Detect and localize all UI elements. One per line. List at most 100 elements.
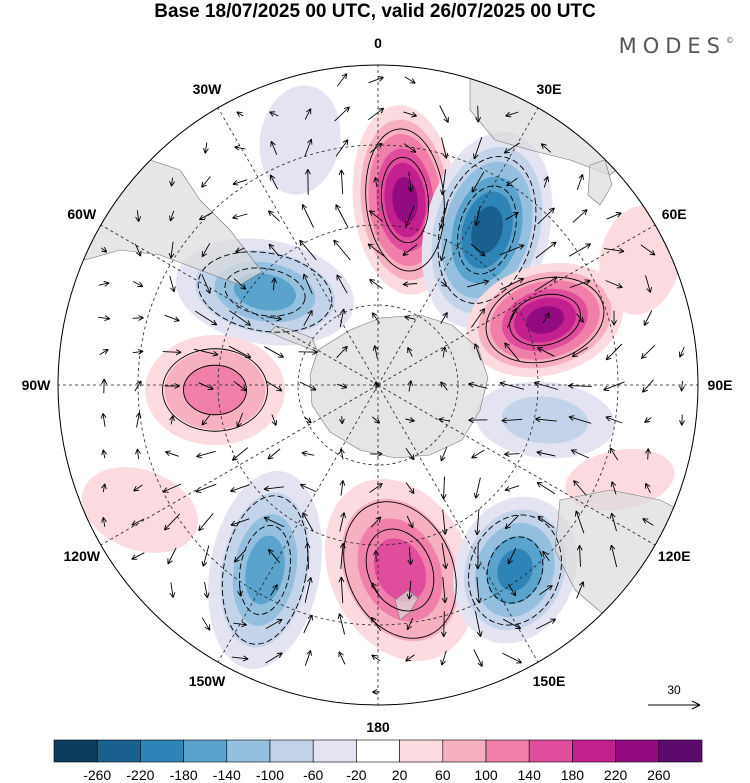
wind-vector-arrow	[406, 618, 414, 631]
wind-vector-arrow	[99, 348, 109, 355]
wind-vector-arrow	[439, 238, 448, 262]
wind-vector-arrow	[135, 210, 142, 222]
wind-vector-arrow	[573, 480, 587, 496]
reference-vector: 30	[648, 683, 701, 710]
wind-vector-arrow	[572, 209, 588, 223]
wind-vector-arrow	[271, 414, 278, 426]
wind-vector-arrow	[576, 173, 584, 190]
wind-vector-arrow	[499, 381, 525, 390]
anomaly-level-shape	[245, 535, 285, 605]
wind-vector-arrow	[265, 652, 283, 664]
colorbar-swatch	[226, 739, 271, 763]
wind-vector-arrow	[101, 449, 107, 459]
wind-vector-arrow	[303, 614, 313, 634]
wind-vector-arrow	[504, 485, 520, 492]
meridian-line	[377, 224, 656, 386]
wind-vector-arrow	[333, 239, 351, 261]
wind-vector-arrow	[231, 447, 248, 461]
wind-vector-arrow	[407, 347, 413, 357]
longitude-label: 30E	[537, 81, 562, 97]
wind-vector-arrow	[474, 542, 481, 570]
colorbar-tick-label: -20	[346, 767, 366, 783]
wind-vector-arrow	[134, 243, 142, 257]
wind-vector-arrow	[470, 243, 486, 257]
longitude-label: 120W	[64, 548, 101, 564]
wind-vector-arrow	[299, 239, 317, 261]
wind-vector-arrow	[440, 611, 447, 638]
wind-vector-arrow	[642, 379, 654, 393]
wind-vector-arrow	[301, 450, 315, 457]
wind-vector-arrow	[645, 275, 652, 293]
longitude-label: 90E	[708, 377, 733, 393]
contour-ring	[197, 251, 333, 333]
wind-vector-arrow	[98, 315, 111, 322]
wind-vector-arrow	[576, 581, 585, 599]
graticule	[58, 65, 698, 705]
map-title: Base 18/07/2025 00 UTC, valid 26/07/2025…	[154, 1, 596, 22]
wind-vector-arrow	[440, 476, 447, 500]
wind-vector-arrow	[503, 142, 521, 154]
longitude-label: 150W	[189, 673, 226, 689]
colorbar-swatch	[442, 739, 487, 763]
wind-vector-arrow	[169, 582, 176, 598]
wind-vector-arrow	[336, 274, 348, 294]
wind-vector-arrow	[533, 381, 558, 390]
wind-vector-arrow	[605, 415, 623, 424]
wind-vector-arrow	[609, 512, 617, 532]
longitude-label: 180	[366, 719, 390, 735]
wind-vector-arrow	[101, 483, 107, 493]
wind-vector-arrow	[371, 312, 380, 324]
wind-vector-arrow	[542, 312, 550, 324]
wind-vector-arrow	[369, 451, 383, 457]
wind-vector-arrow	[373, 381, 379, 391]
wind-vector-arrow	[369, 278, 383, 289]
wind-vector-arrow	[540, 143, 552, 153]
wind-vector-arrow	[236, 412, 244, 428]
wind-vector-arrow	[405, 205, 415, 227]
colorbar-swatch	[183, 739, 228, 763]
wind-vector-arrow	[571, 347, 589, 358]
wind-vector-arrow	[679, 346, 685, 358]
wind-vector-arrow	[441, 509, 448, 535]
contour-line	[221, 495, 309, 645]
contour-lines	[162, 128, 605, 645]
wind-vector-arrow	[499, 244, 525, 256]
wind-vector-arrow	[269, 111, 279, 117]
wind-vector-arrow	[270, 584, 278, 596]
wind-vector-arrow	[403, 143, 417, 153]
wind-vector-arrow	[370, 616, 382, 632]
wind-vector-arrow	[570, 449, 589, 459]
longitude-labels: 0 30E 60E 90E 120E 150E 180 150W 120W 90W 60W 30W	[22, 35, 733, 735]
longitude-label: 120E	[658, 548, 691, 564]
contour-ring	[485, 276, 605, 364]
wind-vector-arrow	[574, 510, 585, 534]
wind-vector-arrow	[569, 243, 592, 257]
wind-vector-arrow	[642, 518, 654, 526]
wind-vector-arrow	[169, 177, 175, 187]
wind-vector-arrow	[100, 246, 108, 253]
wind-vector-arrow	[534, 276, 558, 292]
wind-vector-arrow	[298, 349, 318, 356]
wind-vector-arrow	[404, 314, 416, 321]
new-zealand-landmass	[394, 589, 419, 621]
wind-vector-arrow	[233, 621, 247, 628]
wind-vector-arrow	[134, 380, 142, 392]
wind-vector-arrow	[201, 414, 211, 426]
wind-vector-arrow	[606, 212, 622, 220]
contour-line	[238, 525, 292, 615]
wind-vector-arrow	[169, 415, 175, 425]
colorbar-swatch	[615, 739, 660, 763]
wind-vector-arrow	[474, 206, 481, 226]
anomaly-level-shape	[471, 206, 503, 254]
contour-ring	[437, 156, 537, 304]
wind-vector-arrow	[372, 345, 379, 359]
wind-vector-arrow	[441, 543, 449, 570]
wind-vector-arrow	[567, 382, 592, 389]
anomaly-level-shape	[81, 467, 199, 553]
wind-vector-arrow	[201, 545, 210, 567]
colorbar-tick-label: -60	[303, 767, 323, 783]
wind-vector-arrow	[201, 176, 211, 188]
wind-vector-arrow	[475, 576, 482, 604]
wind-vector-arrow	[537, 515, 555, 529]
wind-vector-arrow	[338, 169, 345, 195]
